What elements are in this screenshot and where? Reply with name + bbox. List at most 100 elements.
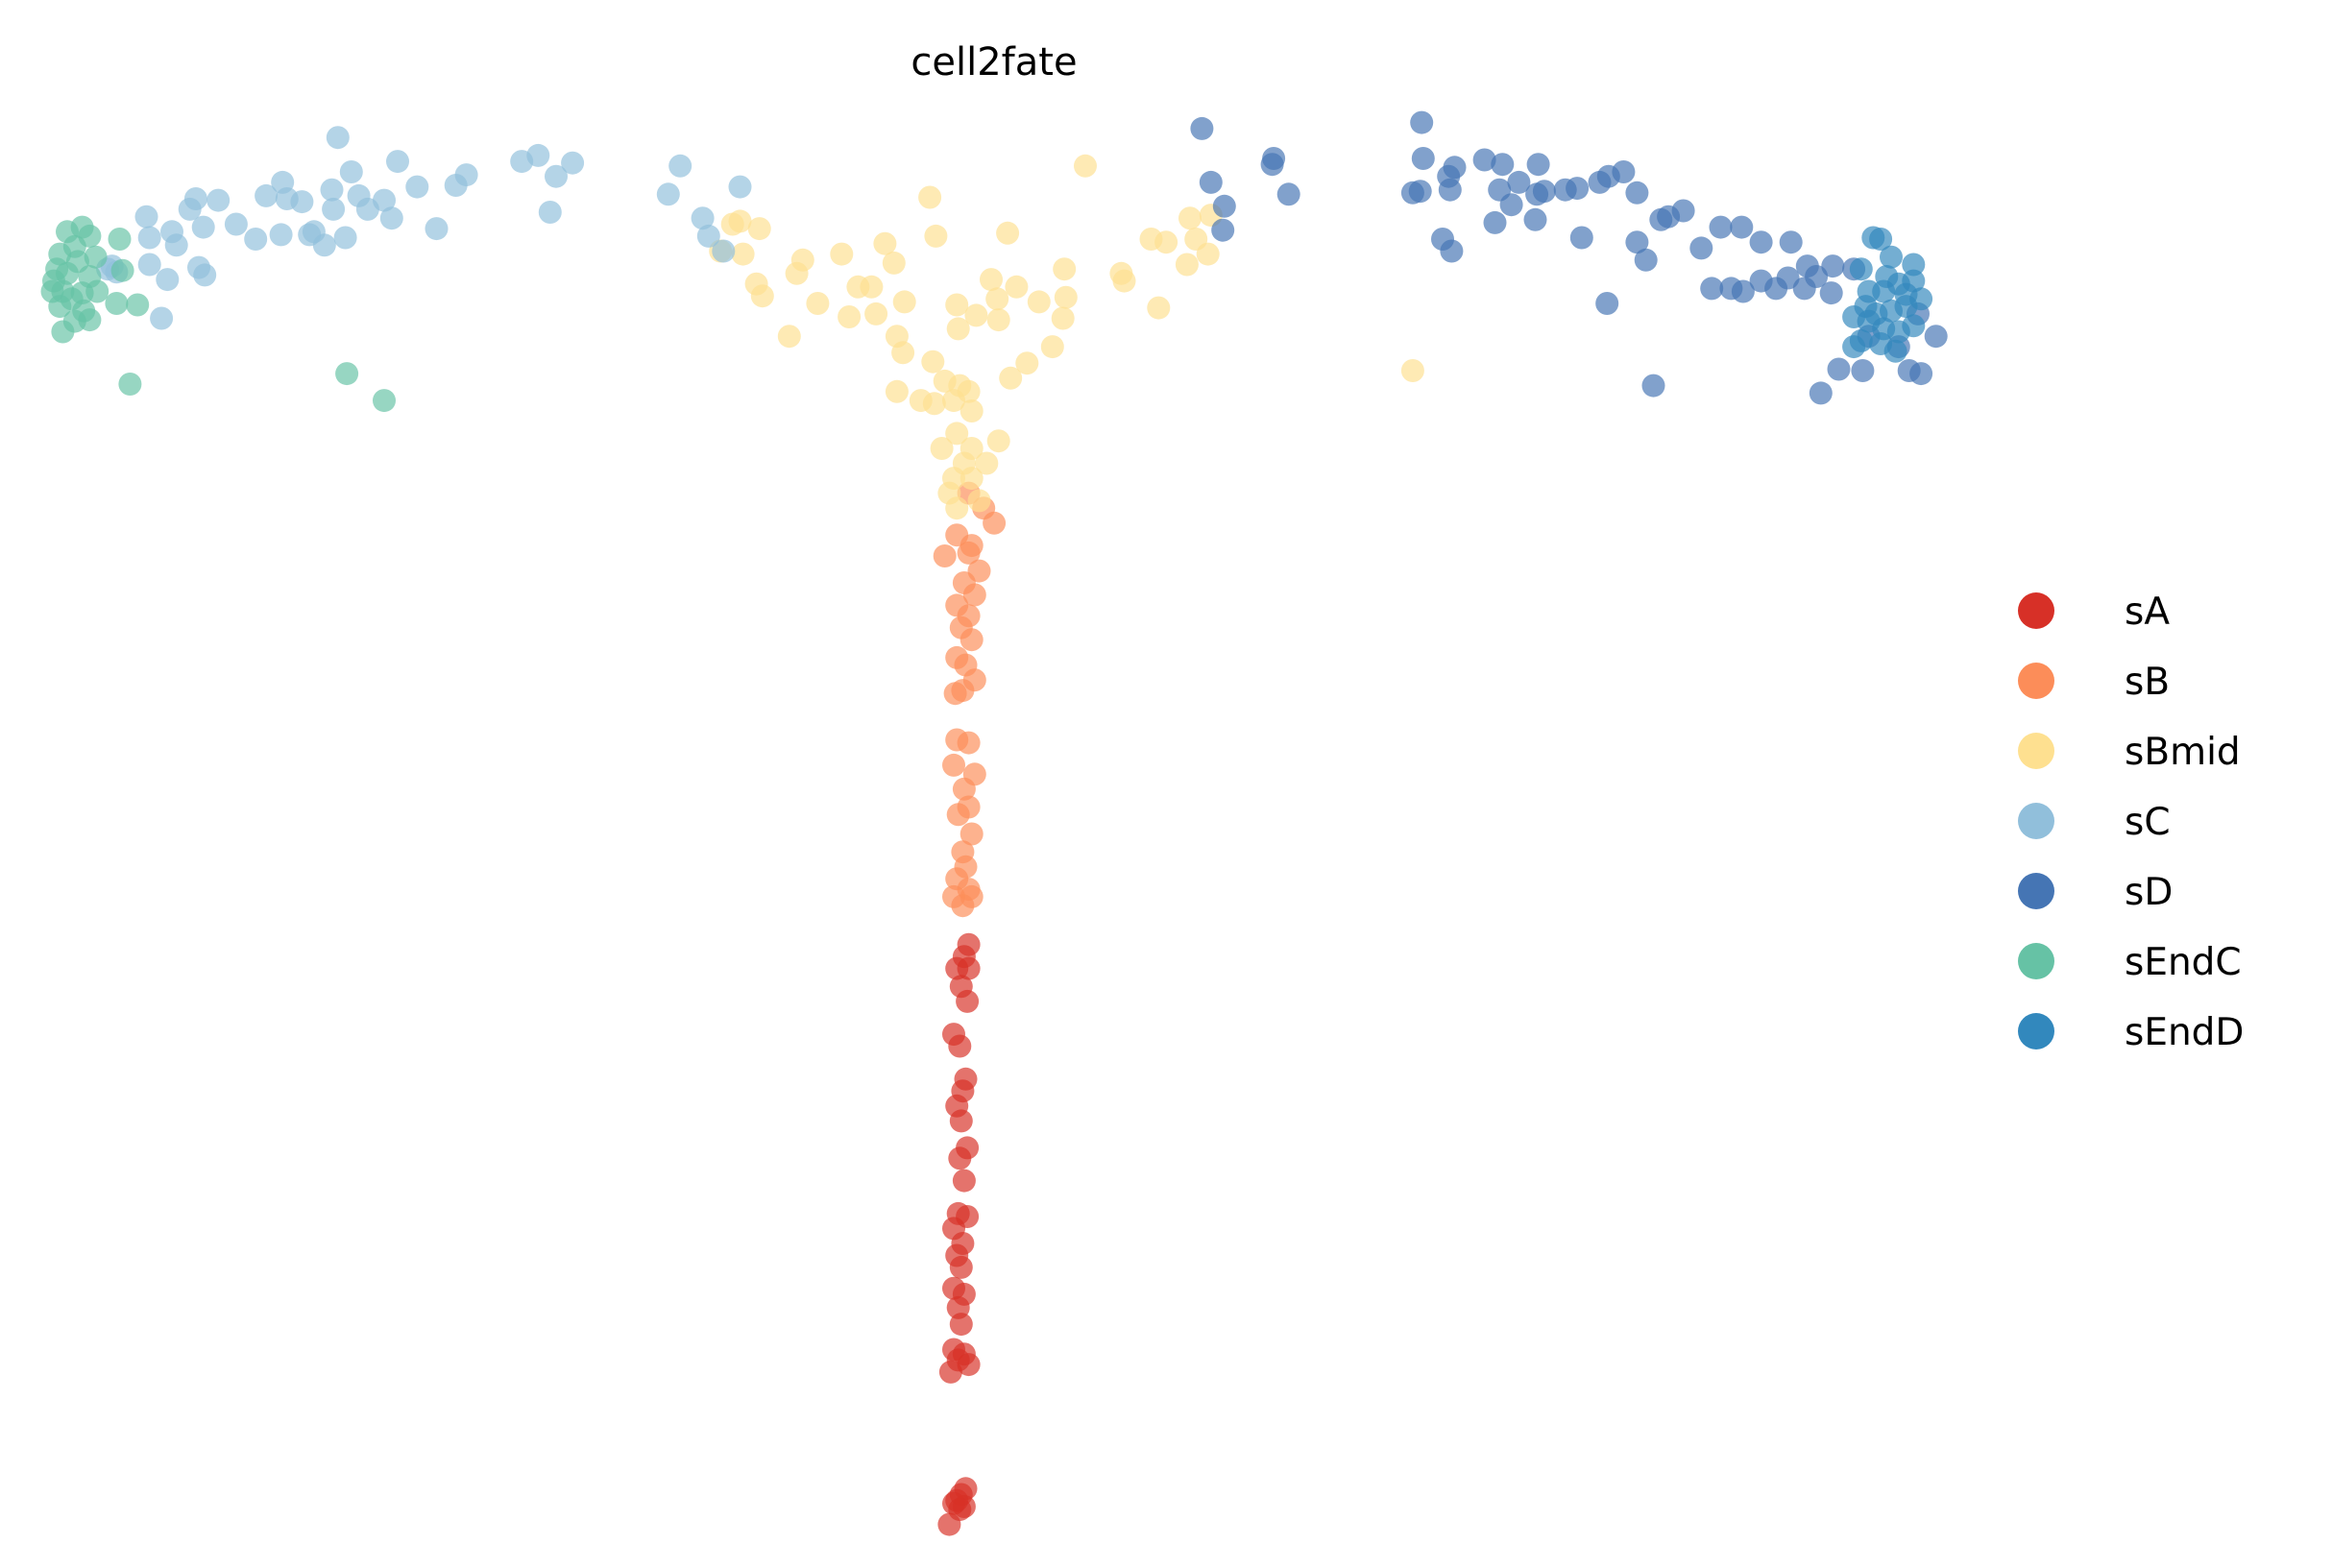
point-sBmid	[1112, 269, 1136, 293]
point-sBmid	[964, 303, 988, 327]
point-sEndD	[1849, 257, 1873, 281]
point-sD	[1731, 279, 1755, 303]
point-sBmid	[996, 221, 1020, 245]
point-sC	[668, 154, 692, 178]
point-sC	[298, 223, 322, 247]
point-sEndC	[78, 308, 102, 332]
point-sEndD	[1883, 339, 1907, 363]
point-sBmid	[838, 305, 862, 328]
point-sEndC	[118, 373, 142, 396]
point-sA	[949, 1109, 973, 1133]
point-sC	[379, 206, 403, 230]
point-sBmid	[864, 302, 888, 326]
point-sBmid	[1053, 257, 1077, 281]
legend-marker	[2018, 733, 2054, 769]
point-sA	[949, 1255, 973, 1279]
point-sEndD	[1894, 282, 1918, 306]
point-sEndC	[84, 245, 108, 269]
point-sD	[1199, 170, 1223, 194]
point-sC	[164, 233, 188, 257]
point-sC	[244, 228, 268, 251]
point-sC	[137, 253, 161, 277]
point-sA	[952, 1169, 976, 1193]
point-sD	[1190, 116, 1214, 140]
legend-marker	[2018, 873, 2054, 909]
point-sEndC	[335, 362, 359, 386]
point-sC	[206, 188, 231, 212]
point-sD	[1276, 182, 1300, 206]
point-sC	[269, 223, 293, 247]
point-sD	[1634, 248, 1658, 272]
point-sBmid	[942, 389, 965, 413]
point-sD	[1595, 292, 1619, 315]
point-sC	[561, 151, 585, 175]
point-sC	[178, 197, 202, 221]
point-sEndD	[1902, 314, 1926, 338]
point-sA	[957, 956, 981, 980]
point-sD	[1212, 194, 1236, 218]
point-sBmid	[1027, 290, 1051, 314]
legend-label: sD	[2125, 871, 2173, 914]
point-sC	[696, 224, 720, 248]
point-sBmid	[985, 287, 1009, 311]
point-sC	[545, 164, 568, 188]
legend-item-sD: sD	[2018, 871, 2173, 914]
point-sEndC	[48, 295, 72, 319]
point-sBmid	[1051, 306, 1075, 330]
point-sC	[333, 226, 357, 250]
point-sD	[1730, 215, 1754, 239]
point-sEndD	[1857, 309, 1881, 333]
point-sB	[933, 544, 957, 567]
point-sBmid	[945, 293, 969, 317]
point-sA	[956, 989, 980, 1013]
point-sBmid	[960, 399, 984, 422]
point-sD	[1827, 357, 1851, 381]
legend-label: sEndC	[2125, 941, 2242, 984]
plot-area	[40, 110, 1948, 1536]
point-sBmid	[806, 292, 830, 315]
point-sA	[948, 1034, 972, 1058]
legend-marker	[2018, 1013, 2054, 1049]
point-sBmid	[975, 451, 999, 475]
point-sD	[1526, 153, 1550, 177]
point-sEndD	[1880, 245, 1903, 269]
point-sBmid	[960, 467, 984, 491]
point-sD	[1924, 325, 1948, 349]
point-sD	[1491, 153, 1515, 177]
point-sEndC	[56, 261, 79, 285]
legend-item-sC: sC	[2018, 801, 2171, 844]
point-sD	[1566, 177, 1590, 201]
point-sC	[355, 197, 379, 221]
point-sB	[983, 511, 1007, 535]
legend-label: sA	[2125, 591, 2170, 634]
point-sBmid	[750, 284, 774, 308]
point-sD	[1809, 381, 1833, 405]
point-sB	[957, 795, 981, 819]
legend-item-sA: sA	[2018, 591, 2170, 634]
point-sC	[405, 175, 429, 199]
point-sBmid	[1196, 242, 1220, 266]
point-sC	[339, 160, 363, 183]
point-sC	[224, 212, 248, 236]
legend: sA sB sBmid sC sD sEndC sEndD	[2018, 591, 2244, 1054]
point-sBmid	[860, 275, 884, 299]
point-sD	[1671, 199, 1695, 223]
point-sC	[137, 226, 161, 250]
point-sBmid	[1040, 335, 1064, 359]
point-sD	[1472, 148, 1496, 172]
point-sD	[1569, 226, 1593, 250]
point-sD	[1709, 215, 1733, 239]
point-sD	[1649, 207, 1673, 231]
point-sBmid	[1005, 275, 1029, 299]
point-sD	[1819, 281, 1843, 305]
point-sD	[1776, 266, 1800, 290]
point-sBmid	[1074, 154, 1097, 178]
point-sD	[1612, 160, 1636, 183]
point-sD	[1779, 230, 1803, 254]
point-sC	[322, 197, 346, 221]
point-sD	[1625, 230, 1649, 254]
point-sD	[1532, 180, 1556, 204]
point-sA	[948, 1498, 972, 1522]
point-sBmid	[873, 231, 897, 255]
